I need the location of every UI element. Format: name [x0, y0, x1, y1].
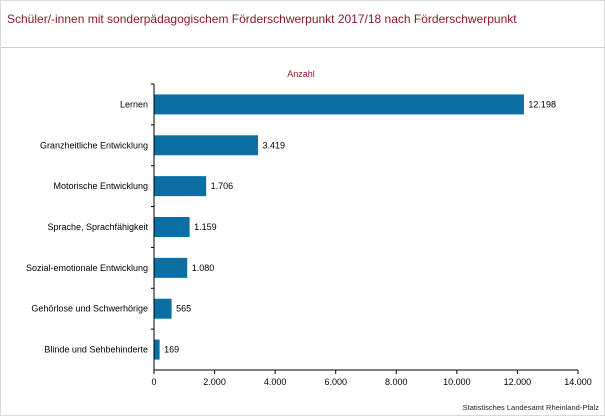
value-label: 565: [176, 304, 191, 314]
value-label: 1.159: [194, 222, 217, 232]
value-label: 1.080: [192, 263, 215, 273]
category-label: Motorische Entwicklung: [53, 181, 148, 191]
bar: [154, 257, 188, 278]
series-label: Anzahl: [287, 69, 315, 79]
bar: [154, 94, 524, 115]
x-tick-label: 14.000: [564, 377, 592, 387]
x-tick-label: 10.000: [443, 377, 471, 387]
source-note: Statistisches Landesamt Rheinland-Pfalz: [462, 403, 599, 412]
value-label: 169: [164, 345, 179, 355]
category-label: Granzheitliche Entwicklung: [40, 140, 148, 150]
x-tick-label: 12.000: [504, 377, 532, 387]
chart-title: Schüler/-innen mit sonderpädagogischem F…: [7, 12, 517, 26]
title-divider: [1, 47, 604, 48]
x-tick-label: 8.000: [385, 377, 408, 387]
x-tick-label: 2.000: [203, 377, 226, 387]
category-label: Gehörlose und Schwerhörige: [31, 304, 148, 314]
bar: [154, 135, 259, 156]
category-label: Blinde und Sehbehinderte: [44, 345, 148, 355]
category-label: Sprache, Sprachfähigkeit: [47, 222, 148, 232]
value-label: 1.706: [211, 181, 234, 191]
x-tick-label: 4.000: [264, 377, 287, 387]
value-label: 12.198: [528, 99, 556, 109]
bar: [154, 217, 190, 237]
bar: [154, 339, 160, 360]
bar: [154, 176, 207, 197]
bar: [154, 298, 172, 319]
x-tick-label: 6.000: [324, 377, 347, 387]
x-tick-label: 0: [151, 377, 156, 387]
category-label: Sozial-emotionale Entwicklung: [26, 263, 148, 273]
category-label: Lernen: [120, 99, 148, 109]
value-label: 3.419: [263, 140, 286, 150]
